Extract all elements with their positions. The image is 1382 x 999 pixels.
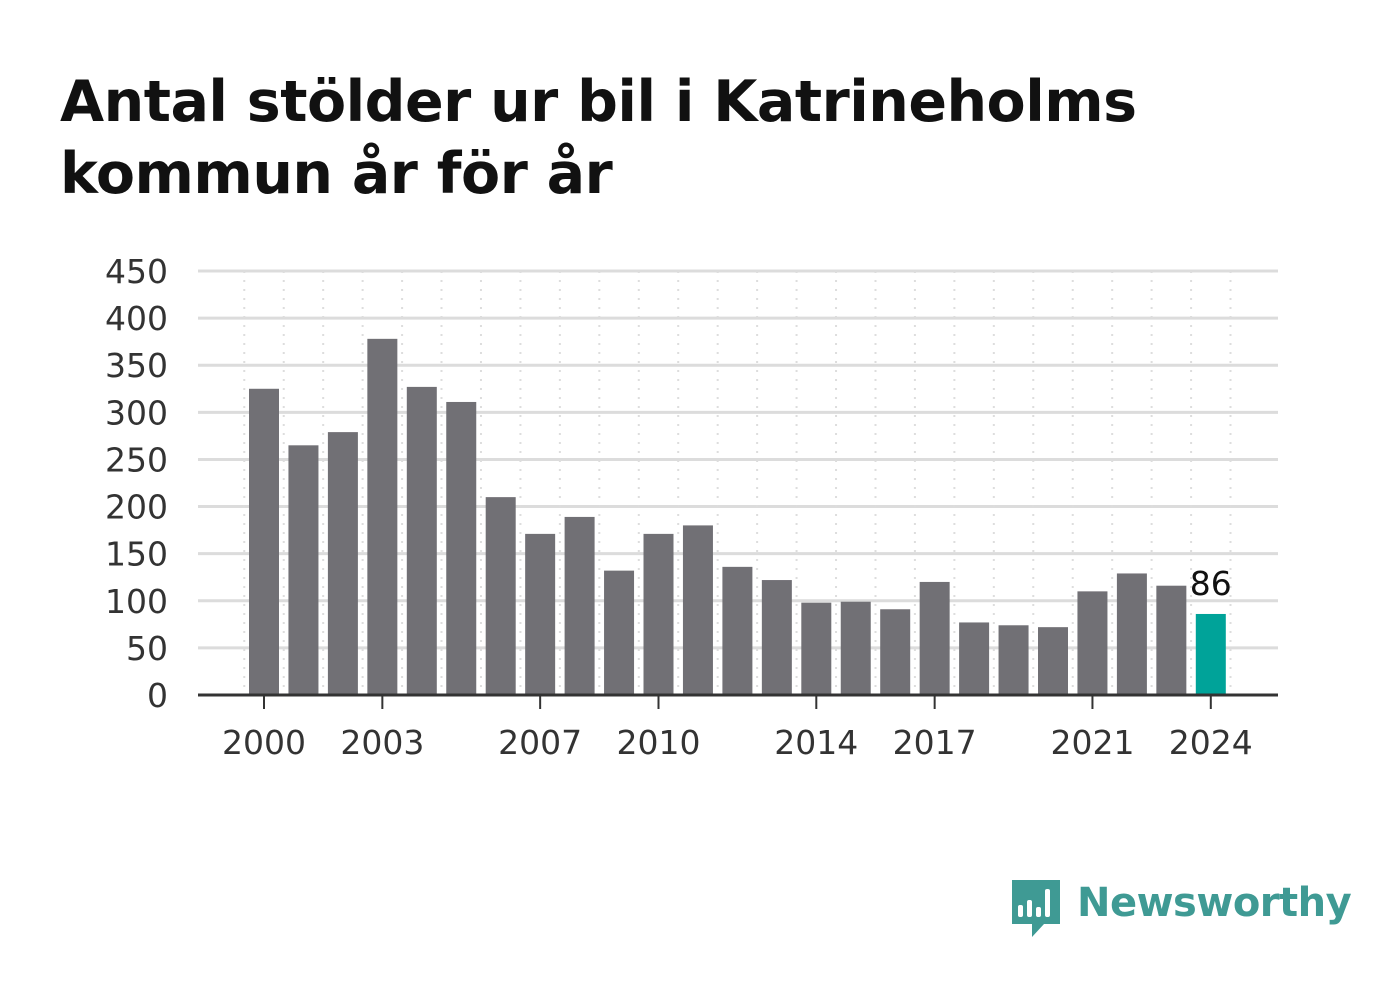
bar-2014 bbox=[801, 602, 832, 695]
y-tick-label: 50 bbox=[126, 629, 168, 668]
x-tick-label: 2021 bbox=[1050, 723, 1134, 762]
y-tick-label: 250 bbox=[105, 440, 168, 479]
speech-bubble-bar-chart-icon bbox=[1012, 880, 1060, 937]
y-tick-label: 350 bbox=[105, 346, 168, 385]
bar-2004 bbox=[406, 386, 437, 695]
y-tick-label: 400 bbox=[105, 299, 168, 338]
bar-2023 bbox=[1156, 585, 1187, 695]
bar-2003 bbox=[367, 338, 398, 695]
bar-2007 bbox=[525, 533, 556, 695]
x-tick-label: 2017 bbox=[893, 723, 977, 762]
bar-2022 bbox=[1116, 573, 1147, 695]
bar-2024 bbox=[1195, 613, 1226, 695]
newsworthy-logo: Newsworthy bbox=[1010, 878, 1352, 940]
bar-2012 bbox=[722, 566, 753, 695]
bar-2018 bbox=[959, 622, 990, 695]
x-tick-label: 2003 bbox=[340, 723, 424, 762]
bar-2000 bbox=[249, 388, 279, 695]
brand-name: Newsworthy bbox=[1077, 880, 1352, 926]
y-tick-label: 0 bbox=[147, 676, 168, 715]
bar-2021 bbox=[1077, 591, 1108, 695]
bar-2002 bbox=[327, 432, 358, 695]
bar-2019 bbox=[998, 625, 1029, 695]
bar-2006 bbox=[485, 497, 516, 695]
y-tick-label: 100 bbox=[105, 582, 168, 621]
bar-2020 bbox=[1038, 627, 1068, 695]
y-tick-label: 450 bbox=[105, 252, 168, 291]
chart-title: Antal stölder ur bil i Katrineholms komm… bbox=[60, 69, 1137, 207]
annotations: 86 bbox=[1190, 564, 1232, 603]
y-tick-label: 200 bbox=[105, 488, 168, 527]
bar-2010 bbox=[643, 533, 674, 695]
x-tick-label: 2010 bbox=[617, 723, 701, 762]
y-tick-label: 300 bbox=[105, 393, 168, 432]
bar-2017 bbox=[919, 581, 950, 695]
bar-2013 bbox=[761, 580, 792, 695]
x-axis: 2000 2003 2007 2010 2014 2017 2021 2024 bbox=[198, 693, 1278, 762]
bar-2011 bbox=[682, 525, 713, 695]
bar-2016 bbox=[880, 609, 911, 695]
bar-2015 bbox=[840, 601, 871, 695]
x-tick-label: 2007 bbox=[498, 723, 582, 762]
x-tick-label: 2014 bbox=[774, 723, 858, 762]
y-tick-label: 150 bbox=[105, 535, 168, 574]
bar-2005 bbox=[446, 401, 477, 695]
bar-2009 bbox=[604, 570, 635, 695]
bar-2001 bbox=[288, 445, 319, 695]
x-tick-label: 2000 bbox=[222, 723, 306, 762]
bars bbox=[249, 338, 1226, 695]
bar-2008 bbox=[564, 516, 595, 695]
y-axis-labels: 0 50 100 150 200 250 300 350 400 450 bbox=[105, 252, 168, 715]
data-label: 86 bbox=[1190, 564, 1232, 603]
x-tick-label: 2024 bbox=[1169, 723, 1253, 762]
